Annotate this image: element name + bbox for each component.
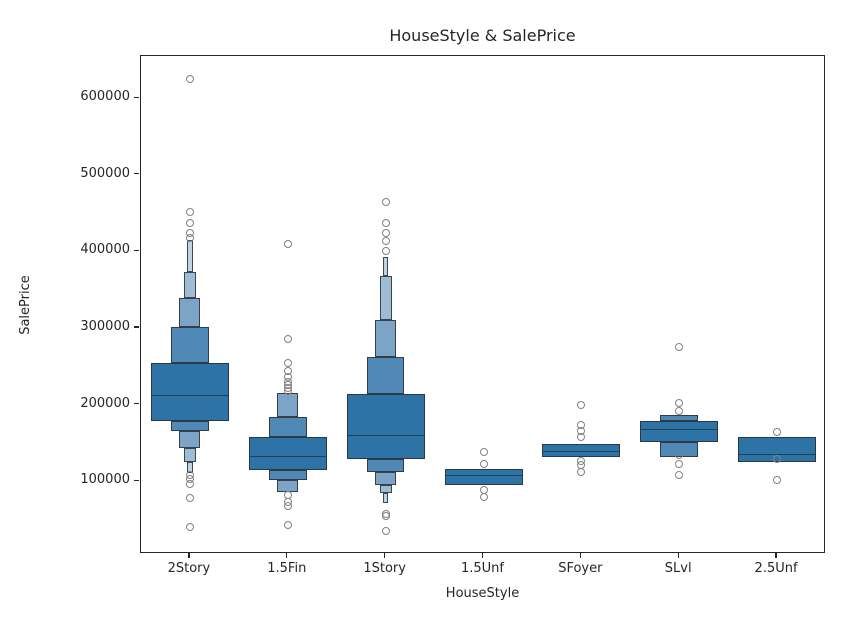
outlier-point	[675, 399, 684, 408]
x-tick-mark	[286, 553, 288, 558]
y-tick-mark	[134, 173, 139, 175]
boxen-box	[187, 240, 193, 273]
outlier-point	[479, 459, 488, 468]
outlier-point	[283, 386, 292, 395]
y-tick-mark	[134, 96, 139, 98]
median-line	[346, 435, 425, 437]
x-tick-label: 1Story	[363, 561, 406, 576]
x-tick-mark	[384, 553, 386, 558]
boxen-box	[183, 272, 196, 299]
median-line	[444, 475, 523, 477]
median-line	[640, 429, 719, 431]
outlier-point	[577, 401, 586, 410]
boxen-box	[183, 448, 196, 463]
outlier-point	[185, 494, 194, 503]
outlier-point	[675, 343, 684, 352]
boxen-box	[366, 356, 405, 394]
y-tick-mark	[134, 403, 139, 405]
outlier-point	[185, 479, 194, 488]
x-tick-label: 1.5Fin	[267, 561, 307, 576]
boxen-box	[179, 431, 201, 449]
boxen-box	[248, 437, 327, 470]
boxen-box	[346, 393, 425, 459]
outlier-point	[381, 219, 390, 228]
outlier-point	[283, 334, 292, 343]
outlier-point	[381, 512, 390, 521]
y-tick-label: 200000	[80, 395, 130, 411]
outlier-point	[773, 428, 782, 437]
x-tick-label: 2Story	[167, 561, 211, 576]
outlier-point	[283, 359, 292, 368]
x-tick-mark	[579, 553, 582, 558]
outlier-point	[675, 451, 684, 460]
x-axis-label: HouseStyle	[445, 586, 520, 601]
x-tick-mark	[677, 553, 679, 558]
boxen-box	[150, 362, 229, 421]
outlier-point	[283, 520, 292, 529]
y-tick-mark	[134, 249, 139, 252]
outlier-point	[381, 527, 390, 535]
outlier-point	[185, 234, 194, 243]
outlier-point	[675, 459, 684, 468]
boxen-box	[640, 420, 719, 443]
x-tick-label: SFoyer	[558, 561, 603, 576]
y-tick-label: 100000	[80, 472, 130, 488]
outlier-point	[185, 74, 194, 83]
median-line	[150, 394, 229, 396]
outlier-point	[381, 246, 390, 255]
boxen-box	[171, 420, 209, 432]
outlier-point	[185, 523, 194, 532]
outlier-point	[381, 198, 390, 207]
x-tick-label: 1.5Unf	[460, 561, 504, 576]
y-tick-mark	[134, 479, 139, 481]
y-tick-label: 600000	[80, 89, 130, 105]
outlier-point	[381, 228, 390, 237]
outlier-point	[185, 219, 194, 228]
boxen-box	[444, 468, 523, 486]
outlier-point	[577, 432, 586, 441]
outlier-point	[773, 454, 782, 463]
outlier-point	[773, 475, 782, 484]
y-tick-mark	[134, 326, 139, 328]
outlier-point	[675, 471, 684, 480]
outlier-point	[185, 207, 194, 216]
y-tick-label: 500000	[80, 165, 130, 181]
boxen-box	[277, 393, 299, 418]
outlier-point	[675, 406, 684, 415]
x-tick-mark	[775, 553, 777, 558]
boxen-box	[382, 257, 389, 277]
plot-area	[140, 55, 825, 553]
x-tick-mark	[188, 553, 190, 558]
x-tick-mark	[481, 553, 484, 558]
boxen-box	[379, 276, 392, 320]
boxen-box	[379, 485, 392, 494]
median-line	[542, 451, 621, 453]
median-line	[248, 456, 327, 458]
y-axis-label: SalePrice	[18, 275, 33, 335]
chart-title: HouseStyle & SalePrice	[389, 26, 576, 45]
boxen-box	[366, 458, 405, 473]
outlier-point	[381, 236, 390, 245]
boxen-box	[171, 326, 209, 363]
y-tick-label: 400000	[80, 242, 130, 258]
outlier-point	[479, 448, 488, 457]
boxen-box	[375, 472, 397, 486]
boxen-box	[382, 493, 389, 504]
x-tick-label: SLvl	[664, 561, 692, 576]
boxen-box	[179, 298, 201, 327]
outlier-point	[283, 502, 292, 511]
outlier-point	[577, 468, 586, 477]
boxen-box	[660, 415, 698, 421]
boxen-box	[269, 469, 307, 480]
y-tick-label: 300000	[80, 318, 130, 334]
boxen-box	[269, 417, 307, 438]
outlier-point	[283, 239, 292, 248]
boxen-box	[375, 319, 397, 357]
x-tick-label: 2.5Unf	[754, 561, 798, 576]
outlier-point	[479, 493, 488, 502]
median-line	[738, 454, 817, 456]
